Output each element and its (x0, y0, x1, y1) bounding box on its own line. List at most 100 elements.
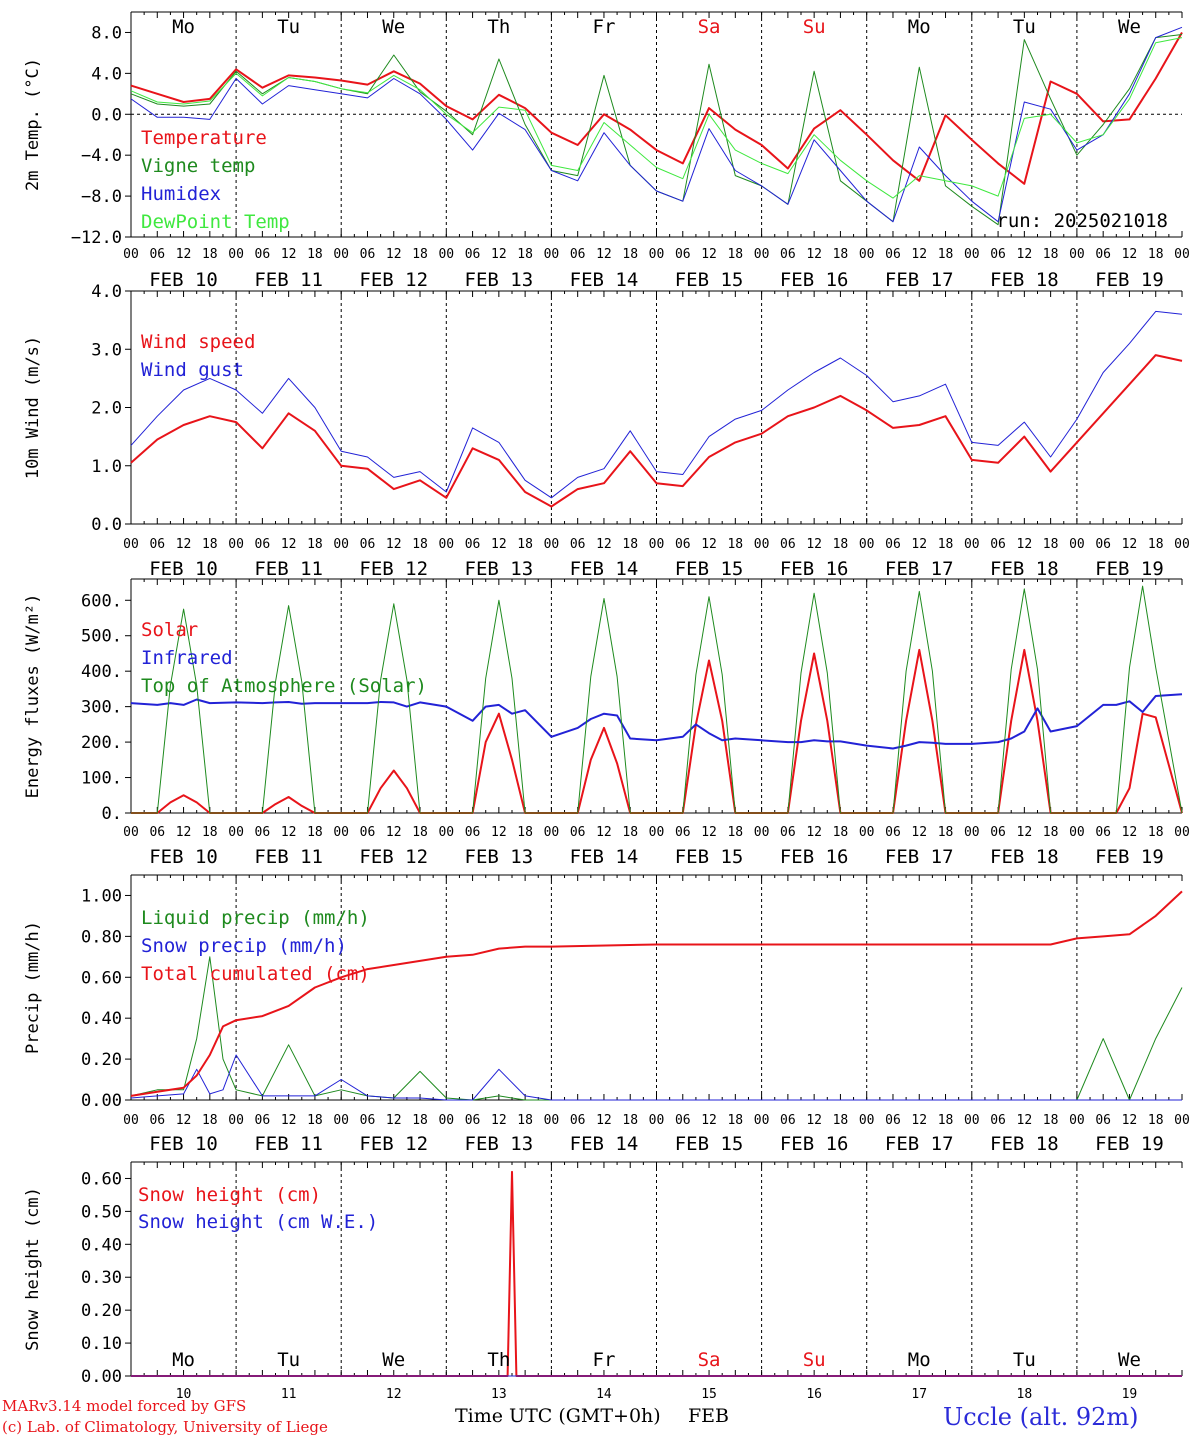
y-tick-label: 100. (81, 769, 122, 789)
day-label: Tu (1013, 16, 1036, 38)
y-axis-label: Energy fluxes (W/m²) (23, 594, 43, 799)
date-label: FEB 16 (780, 269, 849, 291)
hour-tick-label: 12 (1017, 825, 1033, 840)
date-label: FEB 17 (885, 1133, 954, 1155)
series-line (130, 693, 1183, 750)
hour-tick-label: 18 (622, 1113, 638, 1128)
hour-tick-label: 00 (123, 825, 139, 840)
hour-tick-label: 06 (149, 537, 165, 552)
day-label: Sa (698, 1349, 721, 1371)
hour-tick-label: 12 (911, 1113, 927, 1128)
date-label: FEB 17 (885, 269, 954, 291)
legend-entry: Infrared (141, 647, 233, 669)
hour-tick-label: 12 (806, 247, 822, 262)
hour-tick-label: 12 (701, 825, 717, 840)
hour-tick-label: 12 (1122, 247, 1138, 262)
day-label: We (1118, 1349, 1141, 1371)
date-label: FEB 15 (675, 558, 744, 580)
day-label: Mo (908, 16, 931, 38)
hour-tick-label: 00 (1069, 537, 1085, 552)
hour-tick-label: 06 (149, 1113, 165, 1128)
date-label: FEB 19 (1095, 269, 1164, 291)
hour-tick-label: 06 (255, 537, 271, 552)
y-tick-label: 0.0 (91, 515, 122, 535)
day-label: We (382, 16, 405, 38)
legend-entry: Wind gust (141, 359, 244, 381)
hour-tick-label: 00 (859, 825, 875, 840)
date-label: FEB 18 (990, 269, 1059, 291)
hour-tick-label: 00 (544, 247, 560, 262)
day-number: 17 (911, 1387, 927, 1402)
hour-tick-label: 12 (701, 247, 717, 262)
date-label: FEB 14 (570, 1133, 639, 1155)
day-label: We (382, 1349, 405, 1371)
hour-tick-label: 00 (544, 1113, 560, 1128)
hour-tick-label: 18 (833, 825, 849, 840)
hour-tick-label: 12 (1122, 825, 1138, 840)
date-label: FEB 19 (1095, 1133, 1164, 1155)
hour-tick-label: 06 (1095, 537, 1111, 552)
legend-entry: Snow precip (mm/h) (141, 935, 347, 957)
day-number: 13 (491, 1387, 507, 1402)
date-label: FEB 19 (1095, 846, 1164, 868)
y-tick-label: 0.50 (81, 1202, 122, 1222)
series-line (130, 310, 1183, 499)
hour-tick-label: 18 (202, 1113, 218, 1128)
legend-entry: Temperature (141, 127, 267, 149)
hour-tick-label: 12 (806, 537, 822, 552)
legend-entry: DewPoint Temp (141, 211, 290, 233)
day-number: 18 (1017, 1387, 1033, 1402)
date-label: FEB 15 (675, 846, 744, 868)
day-label: Th (487, 1349, 510, 1371)
hour-tick-label: 00 (859, 1113, 875, 1128)
date-label: FEB 13 (465, 269, 534, 291)
run-label: run: 2025021018 (996, 210, 1168, 232)
hour-tick-label: 12 (701, 1113, 717, 1128)
date-label: FEB 13 (465, 846, 534, 868)
hour-tick-label: 12 (386, 247, 402, 262)
date-label: FEB 18 (990, 1133, 1059, 1155)
hour-tick-label: 06 (465, 247, 481, 262)
date-label: FEB 13 (465, 1133, 534, 1155)
hour-tick-label: 18 (938, 247, 954, 262)
hour-tick-label: 18 (833, 1113, 849, 1128)
hour-tick-label: 00 (438, 247, 454, 262)
y-tick-label: 0.20 (81, 1050, 122, 1070)
hour-tick-label: 06 (570, 537, 586, 552)
hour-tick-label: 00 (1069, 825, 1085, 840)
hour-tick-label: 00 (649, 247, 665, 262)
x-axis-month: FEB (688, 1405, 730, 1427)
date-label: FEB 18 (990, 846, 1059, 868)
hour-tick-label: 06 (255, 1113, 271, 1128)
hour-tick-label: 00 (649, 537, 665, 552)
y-tick-label: 8.0 (91, 23, 122, 43)
hour-tick-label: 12 (806, 1113, 822, 1128)
hour-tick-label: 18 (307, 537, 323, 552)
day-number: 11 (281, 1387, 297, 1402)
hour-tick-label: 06 (360, 537, 376, 552)
hour-tick-label: 06 (780, 537, 796, 552)
y-tick-label: 0.10 (81, 1334, 122, 1354)
date-label: FEB 12 (359, 1133, 428, 1155)
hour-tick-label: 00 (333, 247, 349, 262)
hour-tick-label: 06 (1095, 825, 1111, 840)
date-label: FEB 14 (570, 269, 639, 291)
hour-tick-label: 18 (622, 825, 638, 840)
y-tick-label: 1.00 (81, 886, 122, 906)
date-label: FEB 16 (780, 558, 849, 580)
series-line (130, 890, 1183, 1097)
day-number: 16 (806, 1387, 822, 1402)
hour-tick-label: 18 (1043, 537, 1059, 552)
day-label: Mo (172, 16, 195, 38)
hour-tick-label: 06 (885, 247, 901, 262)
hour-tick-label: 00 (333, 1113, 349, 1128)
hour-tick-label: 00 (228, 1113, 244, 1128)
y-axis-label: Precip (mm/h) (23, 921, 43, 1054)
date-label: FEB 11 (254, 1133, 323, 1155)
hour-tick-label: 06 (675, 825, 691, 840)
y-tick-label: 600. (81, 591, 122, 611)
y-tick-label: −12.0 (71, 228, 122, 248)
y-tick-label: 400. (81, 662, 122, 682)
hour-tick-label: 00 (859, 537, 875, 552)
hour-tick-label: 06 (885, 1113, 901, 1128)
